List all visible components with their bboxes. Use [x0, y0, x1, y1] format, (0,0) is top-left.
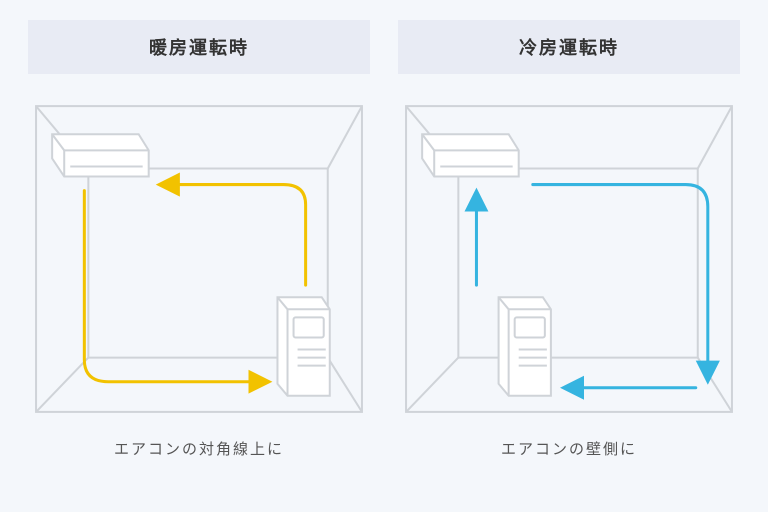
- caption-heating: エアコンの対角線上に: [28, 438, 370, 459]
- humidifier-icon: [499, 297, 551, 396]
- panel-cooling: 冷房運転時: [398, 20, 740, 492]
- ac-unit-icon: [422, 134, 519, 176]
- airflow-arrows: [84, 185, 305, 382]
- caption-cooling: エアコンの壁側に: [398, 438, 740, 459]
- title-heating: 暖房運転時: [28, 20, 370, 74]
- ac-unit-icon: [52, 134, 149, 176]
- diagram-heating: [28, 94, 370, 424]
- humidifier-icon: [277, 297, 329, 396]
- diagram-cooling: [398, 94, 740, 424]
- panel-heating: 暖房運転時: [28, 20, 370, 492]
- title-cooling: 冷房運転時: [398, 20, 740, 74]
